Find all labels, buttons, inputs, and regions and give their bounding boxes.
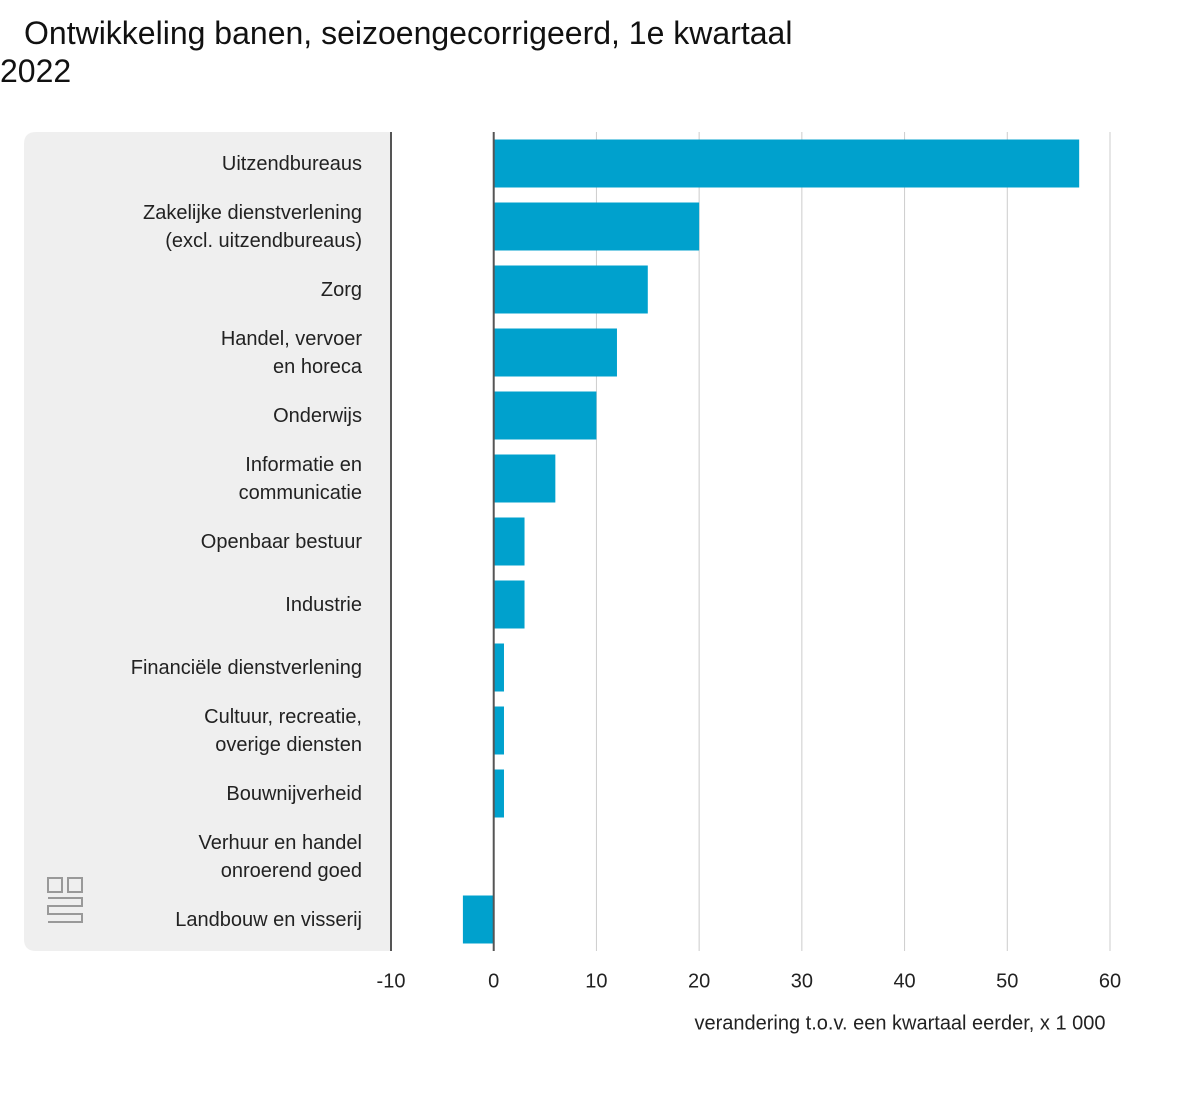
category-label: Bouwnijverheid: [226, 782, 362, 805]
bar: [493, 580, 525, 629]
x-tick-label: 40: [893, 970, 915, 992]
bar: [493, 706, 504, 755]
x-tick-label: 60: [1099, 970, 1121, 992]
category-label: Handel, vervoer en horeca: [220, 327, 362, 378]
x-tick-label: 0: [488, 970, 499, 992]
x-tick-label: -10: [377, 970, 406, 992]
x-tick-label: 20: [688, 970, 710, 992]
category-label: Verhuur en handel onroerend goed: [198, 831, 362, 882]
label-panel: [24, 132, 391, 951]
bar: [462, 895, 494, 944]
category-label: Industrie: [285, 593, 362, 616]
bar: [493, 454, 556, 503]
x-tick-label: 30: [791, 970, 813, 992]
category-label: Zakelijke dienstverlening (excl. uitzend…: [142, 201, 362, 252]
bar: [493, 643, 504, 692]
x-tick-label: 10: [585, 970, 607, 992]
category-label: Zorg: [320, 278, 362, 301]
bar: [493, 769, 504, 818]
bar: [493, 328, 617, 377]
category-label: Informatie en communicatie: [238, 453, 362, 504]
bar: [493, 139, 1080, 188]
category-label: Financiële dienstverlening: [130, 656, 362, 679]
category-label: Uitzendbureaus: [221, 152, 362, 175]
category-label: Openbaar bestuur: [200, 530, 362, 553]
chart-title: Ontwikkeling banen, seizoengecorrigeerd,…: [0, 15, 793, 89]
category-label: Onderwijs: [273, 404, 362, 427]
bar: [493, 265, 648, 314]
logo: [47, 877, 83, 923]
category-label: Landbouw en visserij: [175, 908, 362, 931]
x-tick-label: 50: [996, 970, 1018, 992]
bar: [493, 202, 700, 251]
category-label: Cultuur, recreatie, overige diensten: [204, 705, 362, 756]
bar: [493, 391, 597, 440]
bar: [493, 517, 525, 566]
x-axis-label: verandering t.o.v. een kwartaal eerder, …: [695, 1012, 1106, 1034]
